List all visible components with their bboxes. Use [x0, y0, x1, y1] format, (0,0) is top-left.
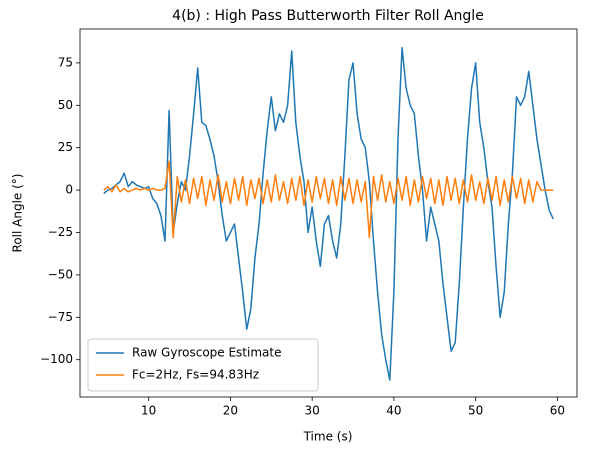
x-tick-label: 40 — [386, 404, 401, 418]
series-line — [103, 160, 554, 239]
y-tick-label: 25 — [58, 140, 73, 154]
plot-frame — [79, 28, 578, 398]
x-tick-label: 10 — [141, 404, 156, 418]
x-tick-label: 30 — [305, 404, 320, 418]
y-tick-label: 75 — [58, 55, 73, 69]
chart-title: 4(b) : High Pass Butterworth Filter Roll… — [172, 8, 484, 24]
y-axis-label: Roll Angle (°) — [11, 174, 25, 253]
legend-label: Raw Gyroscope Estimate — [132, 346, 281, 360]
y-tick-label: −75 — [48, 310, 73, 324]
y-tick-label: −50 — [48, 267, 73, 281]
legend-box — [87, 338, 319, 392]
x-tick-label: 60 — [550, 404, 565, 418]
legend-label: Fc=2Hz, Fs=94.83Hz — [132, 368, 259, 382]
y-tick-label: −25 — [48, 225, 73, 239]
y-tick-label: 50 — [58, 98, 73, 112]
y-tick-label: 0 — [65, 183, 73, 197]
x-tick-label: 50 — [468, 404, 483, 418]
series-line — [103, 46, 554, 381]
x-tick-label: 20 — [223, 404, 238, 418]
y-tick-label: −100 — [40, 352, 73, 366]
x-axis-label: Time (s) — [303, 430, 353, 444]
